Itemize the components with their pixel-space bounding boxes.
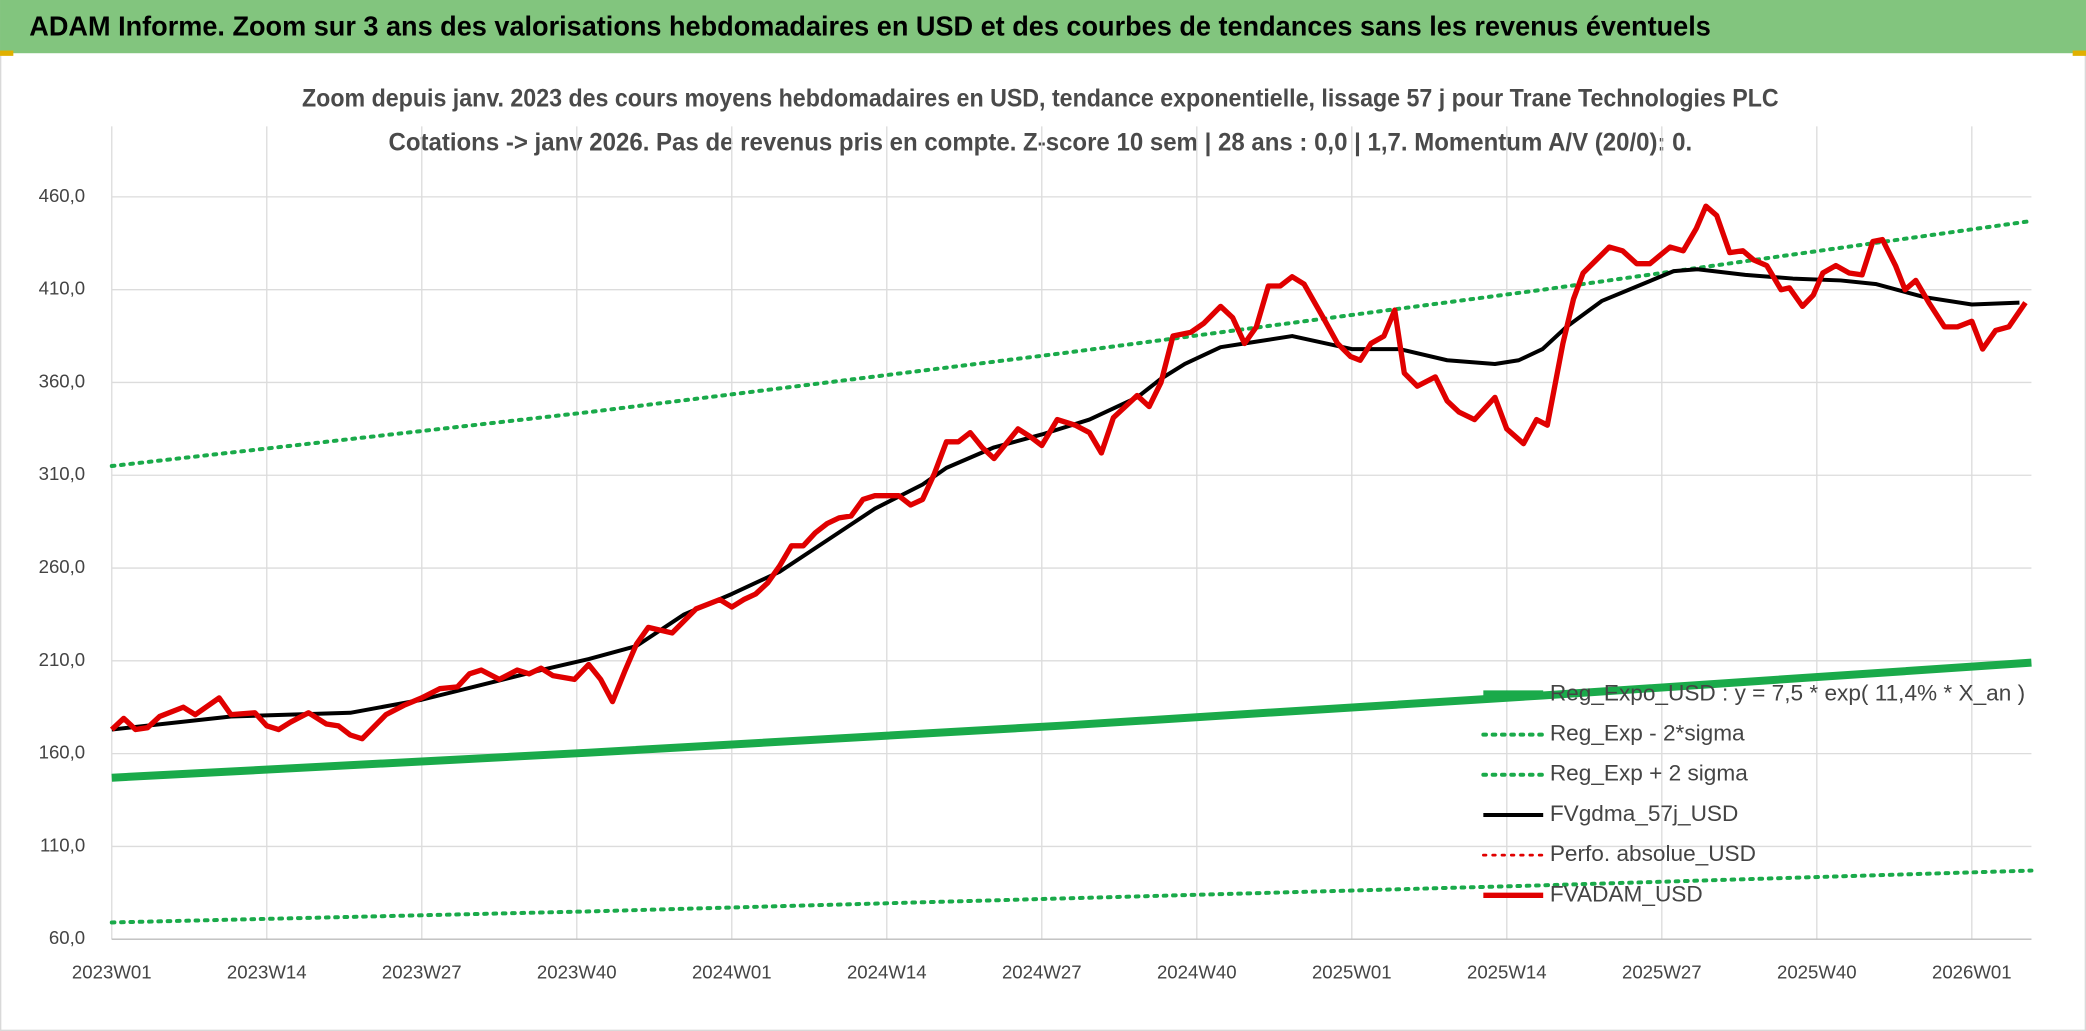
line — [109, 218, 2034, 469]
y-tick-label: 360,0 — [39, 370, 86, 391]
chart-subtitle: Cotations -> janv 2026. Pas de revenus p… — [388, 128, 1692, 156]
line — [109, 203, 2028, 742]
plot — [109, 203, 2034, 925]
banner — [0, 0, 2086, 54]
x-tick-label: 2023W40 — [537, 962, 617, 983]
legend-label: FVgdma_57j_USD — [1550, 801, 1739, 826]
chart-title: Zoom depuis janv. 2023 des cours moyens … — [302, 84, 1779, 112]
y-tick-label: 310,0 — [39, 463, 86, 484]
y-tick-label: 460,0 — [39, 185, 86, 206]
x-tick-label: 2024W14 — [847, 962, 927, 983]
y-tick-label: 160,0 — [39, 742, 86, 763]
grid: 60,0 110,0 160,0 210,0 260,0 310,0 360,0 410,0 4… — [39, 126, 2032, 983]
banner-title: ADAM Informe. Zoom sur 3 ans des valoris… — [29, 10, 1711, 41]
legend: Reg_Expo_USD : y = 7,5 * exp( 11,4% * X_… — [1481, 680, 2025, 906]
y-tick-label: 260,0 — [39, 556, 86, 577]
legend-label: FVADAM_USD — [1550, 881, 1703, 906]
x-tick-label: 2026W01 — [1932, 962, 2012, 983]
legend-label: Reg_Exp + 2 sigma — [1550, 761, 1748, 786]
x-tick-label: 2025W40 — [1777, 962, 1857, 983]
x-tick-label: 2024W27 — [1002, 962, 1082, 983]
y-tick-label: 410,0 — [39, 278, 86, 299]
x-tick-label: 2025W27 — [1622, 962, 1702, 983]
y-tick-label: 110,0 — [40, 834, 85, 855]
line — [111, 267, 2020, 732]
x-tick-label: 2025W14 — [1467, 962, 1547, 983]
legend-label: Perfo. absolue_USD — [1550, 841, 1756, 866]
legend-label: Reg_Expo_USD : y = 7,5 * exp( 11,4% * X_… — [1550, 680, 2025, 705]
y-tick-label: 60,0 — [49, 927, 85, 948]
line — [109, 868, 2034, 925]
x-tick-label: 2024W40 — [1157, 962, 1237, 983]
x-tick-label: 2023W14 — [227, 962, 307, 983]
legend-label: Reg_Exp - 2*sigma — [1550, 721, 1745, 746]
line — [111, 658, 2032, 782]
x-tick-label: 2025W01 — [1312, 962, 1392, 983]
banner-corner — [2072, 50, 2086, 56]
x-tick-label: 2023W27 — [382, 962, 462, 983]
x-tick-label: 2024W01 — [692, 962, 772, 983]
x-tick-label: 2023W01 — [72, 962, 152, 983]
banner-corner — [0, 50, 14, 56]
y-tick-label: 210,0 — [39, 649, 86, 670]
